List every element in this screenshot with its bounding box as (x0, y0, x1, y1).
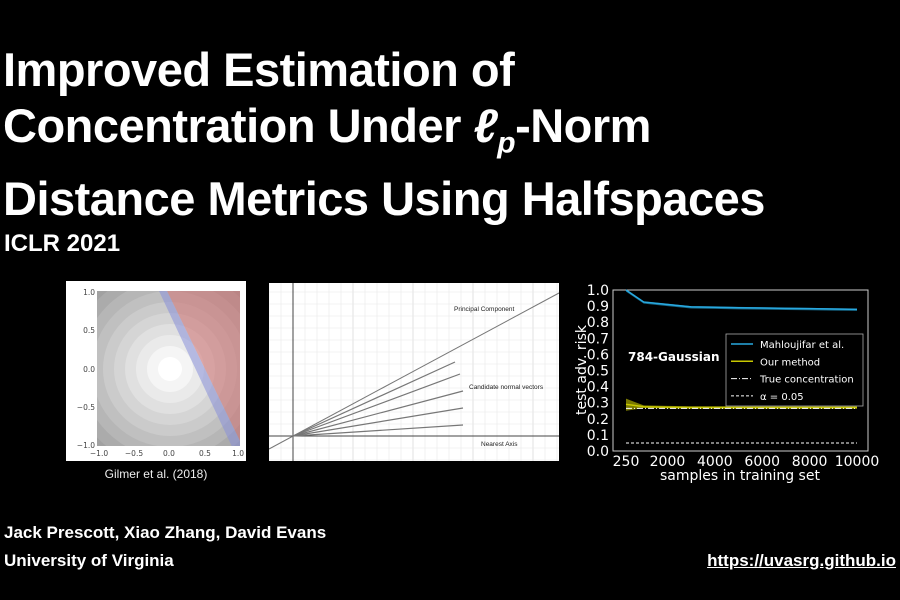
y-tick-label: 0.0 (587, 444, 609, 460)
x-tick: −0.5 (125, 449, 143, 458)
slide-title: Improved Estimation of Concentration Und… (3, 42, 765, 227)
plot-frame (612, 289, 869, 452)
normal-vectors-figure: Principal Component Candidate normal vec… (268, 283, 560, 461)
title-text: Concentration Under (3, 99, 474, 152)
candidate-vectors-label: Candidate normal vectors (469, 384, 544, 391)
y-tick-label: 0.3 (587, 396, 609, 412)
title-line-3: Distance Metrics Using Halfspaces (3, 172, 765, 226)
x-tick-label: 8000 (792, 454, 828, 470)
legend-label: True concentration (759, 375, 854, 386)
title-line-2: Concentration Under ℓp-Norm (3, 98, 765, 171)
ell-symbol: ℓ (473, 99, 498, 152)
x-axis-label: samples in training set (660, 468, 820, 484)
y-tick-label: 0.7 (587, 331, 609, 347)
y-tick-label: 0.1 (587, 428, 609, 444)
principal-component-label: Principal Component (454, 306, 515, 313)
title-text: -Norm (515, 99, 651, 152)
affiliation: University of Virginia (4, 551, 174, 570)
website-link[interactable]: https://uvasrg.github.io (707, 551, 896, 570)
y-axis-label: test adv. risk (574, 324, 590, 415)
y-tick-label: 0.8 (587, 315, 609, 331)
y-tick: 0.5 (83, 326, 95, 335)
x-tick-label: 2000 (650, 454, 686, 470)
y-tick-label: 0.4 (587, 380, 609, 396)
y-tick-label: 0.6 (587, 347, 609, 363)
x-tick-label: 4000 (697, 454, 733, 470)
y-tick-label: 0.5 (587, 364, 609, 380)
venue: ICLR 2021 (4, 230, 121, 257)
x-tick: 0.0 (163, 449, 175, 458)
y-tick: −1.0 (77, 441, 95, 450)
x-tick: 1.0 (232, 449, 244, 458)
x-tick-label: 250 (613, 454, 640, 470)
p-subscript: p (497, 126, 516, 160)
series-line (625, 289, 858, 311)
figure-caption: Gilmer et al. (2018) (104, 467, 208, 481)
x-tick: −1.0 (90, 449, 108, 458)
gilmer-figure: 1.0 0.5 0.0 −0.5 −1.0 −1.0 −0.5 0.0 0.5 … (66, 281, 246, 461)
authors: Jack Prescott, Xiao Zhang, David Evans (4, 523, 327, 542)
x-tick-label: 6000 (744, 454, 780, 470)
x-tick-label: 10000 (835, 454, 880, 470)
legend-box (725, 333, 864, 407)
y-tick-label: 0.2 (587, 412, 609, 428)
risk-chart: 0.0 0.1 0.2 0.3 0.4 0.5 0.6 0.7 0.8 0.9 1.0 250 2000… (560, 280, 890, 490)
legend-label: Our method (760, 357, 820, 368)
y-tick: 0.0 (83, 365, 95, 374)
y-tick: −0.5 (77, 403, 95, 412)
contour-ring (158, 357, 182, 381)
x-tick: 0.5 (199, 449, 211, 458)
y-tick-label: 0.9 (587, 299, 609, 315)
legend-label: Mahloujifar et al. (760, 340, 844, 351)
y-tick-label: 1.0 (587, 283, 609, 299)
chart-title: 784-Gaussian (628, 350, 720, 364)
title-line-1: Improved Estimation of (3, 43, 515, 96)
nearest-axis-label: Nearest Axis (481, 441, 518, 448)
series-line (625, 403, 857, 409)
legend-label: α = 0.05 (760, 392, 804, 403)
y-tick: 1.0 (83, 288, 95, 297)
